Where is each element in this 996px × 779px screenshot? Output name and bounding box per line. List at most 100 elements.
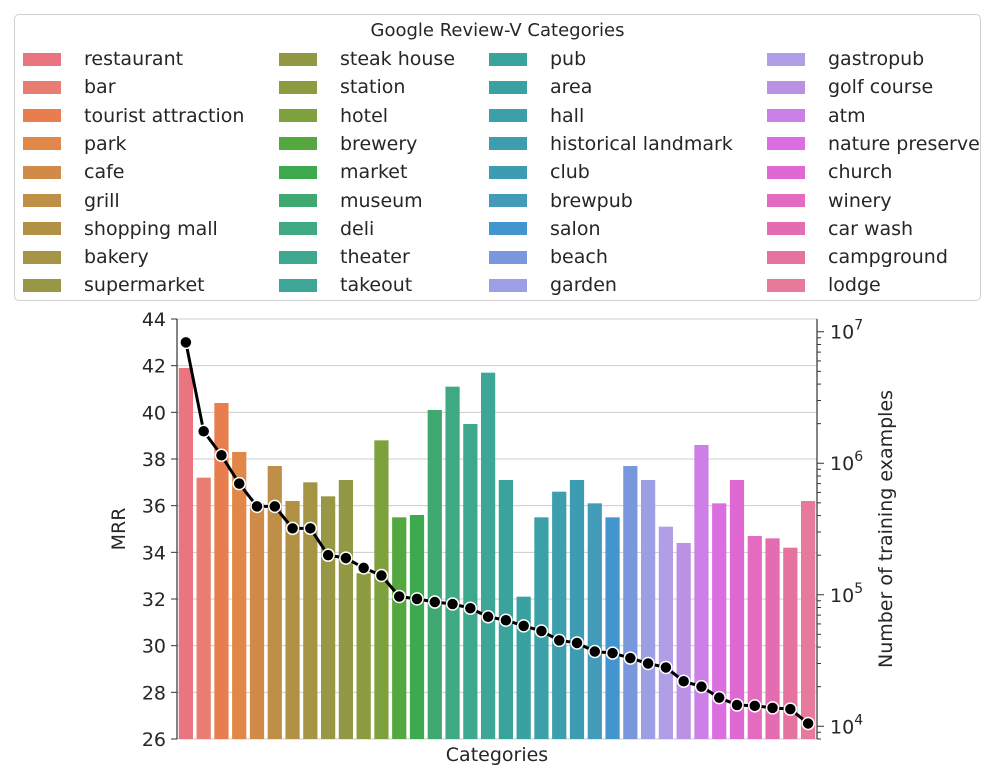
y-tick-label: 38 <box>142 449 166 471</box>
bar-pub <box>498 480 513 739</box>
bar-car-wash <box>765 538 780 739</box>
legend-label: campground <box>828 246 948 269</box>
bar-deli <box>445 386 460 739</box>
legend-label: hotel <box>340 104 389 127</box>
training-examples-point <box>801 716 815 731</box>
training-examples-point <box>303 521 318 536</box>
y2-tick-label: 106 <box>830 449 863 475</box>
legend-swatch <box>767 278 805 292</box>
legend-swatch <box>23 278 61 292</box>
training-examples-point <box>605 646 620 660</box>
legend-item: nature preserve <box>767 131 980 157</box>
training-examples-point <box>321 548 335 562</box>
bar-shopping-mall <box>285 501 300 739</box>
legend-item: church <box>767 159 892 185</box>
bar-historical-landmark <box>552 491 567 739</box>
legend-item: takeout <box>279 272 412 298</box>
legend-label: hall <box>550 104 585 127</box>
bar-cafe <box>249 503 265 739</box>
training-examples-point <box>356 561 371 575</box>
legend-label: garden <box>550 274 617 297</box>
legend-swatch <box>23 250 61 264</box>
training-examples-point <box>534 624 549 638</box>
legend-label: salon <box>550 217 601 240</box>
training-examples-point <box>214 448 229 463</box>
training-examples-point <box>623 651 638 665</box>
legend-label: winery <box>828 189 892 212</box>
legend-item: restaurant <box>23 46 183 72</box>
legend-swatch <box>767 52 805 66</box>
bar-campground <box>783 547 798 739</box>
legend-swatch <box>279 250 317 264</box>
legend-label: tourist attraction <box>84 104 245 127</box>
training-examples-point <box>392 589 406 604</box>
legend-swatch <box>279 222 317 236</box>
y2-tick-exponent: 4 <box>854 712 863 728</box>
training-examples-point <box>570 636 584 650</box>
legend-item: lodge <box>767 272 881 298</box>
training-examples-point <box>516 619 531 633</box>
legend-swatch <box>489 278 527 292</box>
legend-label: station <box>340 76 406 99</box>
legend-item: grill <box>23 188 120 214</box>
legend-item: station <box>279 74 405 100</box>
bar-steak-house <box>338 480 353 739</box>
bar-salon <box>605 517 620 739</box>
legend-item: winery <box>767 188 892 214</box>
legend-label: market <box>340 161 408 184</box>
training-examples-point <box>712 690 726 705</box>
training-examples-point <box>783 702 798 716</box>
legend-swatch <box>767 109 805 123</box>
y-tick-label: 30 <box>142 636 166 658</box>
legend-swatch <box>23 165 61 179</box>
legend-swatch <box>279 80 317 94</box>
bar-garden <box>641 480 656 739</box>
legend-swatch <box>279 165 317 179</box>
legend-label: car wash <box>828 217 914 240</box>
y2-tick-exponent: 6 <box>854 449 863 465</box>
legend-item: historical landmark <box>489 131 733 157</box>
bar-bakery <box>303 482 318 739</box>
bar-supermarket <box>321 496 336 739</box>
legend-item: golf course <box>767 74 933 100</box>
legend-swatch <box>767 250 805 264</box>
legend-item: hall <box>489 103 584 129</box>
bar-tourist-attraction <box>214 403 229 739</box>
y-tick-label: 34 <box>142 542 166 564</box>
training-examples-point <box>285 521 300 536</box>
y-tick-label: 42 <box>142 356 166 378</box>
training-examples-point <box>268 499 282 514</box>
y2-tick-base: 10 <box>830 716 854 738</box>
legend-item: brewpub <box>489 188 633 214</box>
y-tick-label: 36 <box>142 496 166 518</box>
legend-label: atm <box>828 104 866 127</box>
bar-bar <box>196 477 211 739</box>
legend-label: restaurant <box>84 48 184 70</box>
legend-item: hotel <box>279 103 388 129</box>
y-tick-label: 44 <box>142 309 166 331</box>
bar-winery <box>747 536 762 739</box>
bar-restaurant <box>178 368 193 739</box>
legend-swatch <box>23 80 61 94</box>
legend-label: brewpub <box>550 189 633 212</box>
bar-club <box>569 480 585 739</box>
y2-tick-label: 104 <box>830 712 863 738</box>
legend-label: shopping mall <box>84 217 218 240</box>
legend-label: cafe <box>84 161 125 184</box>
legend-item: gastropub <box>767 46 924 72</box>
bar-gastropub <box>658 526 673 739</box>
legend-swatch <box>279 137 317 151</box>
bar-atm <box>694 445 709 739</box>
legend-label: area <box>550 76 593 99</box>
y2-tick-label: 107 <box>830 318 863 344</box>
bar-theater <box>463 424 478 739</box>
y2-tick-label: 105 <box>830 581 863 607</box>
y-tick-label: 32 <box>142 589 166 611</box>
bar-park <box>232 452 247 739</box>
bar-hotel <box>374 440 389 739</box>
legend-label: nature preserve <box>828 132 980 155</box>
legend-item: deli <box>279 216 374 242</box>
legend-swatch <box>279 52 317 66</box>
legend-item: brewery <box>279 131 417 157</box>
